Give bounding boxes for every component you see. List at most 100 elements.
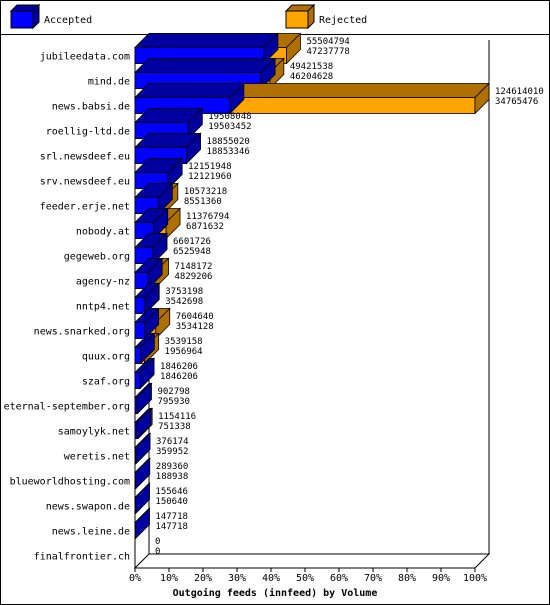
- x-tick-label: 10%: [160, 573, 178, 584]
- category-label: nntp4.net: [76, 302, 130, 313]
- value-label-accepted: 4829206: [175, 272, 213, 282]
- x-tick-label: 90%: [432, 573, 450, 584]
- x-axis-ticks: 0% 10% 20% 30% 40% 50% 60% 70% 80% 90% 100%: [129, 568, 487, 584]
- value-label-accepted: 19503452: [208, 122, 251, 132]
- bar-accepted-weretis-net: [134, 432, 151, 465]
- value-label-accepted: 6525948: [173, 247, 211, 257]
- value-label-offered: 3539158: [165, 337, 203, 347]
- category-label: news.leine.de: [52, 527, 130, 538]
- bar-accepted-quux-org-side: [139, 332, 155, 365]
- bar-accepted-weretis-net-side: [135, 432, 151, 465]
- value-label-offered: 3753198: [165, 287, 203, 297]
- x-tick-label: 100%: [463, 573, 487, 584]
- legend-label-rejected: Rejected: [319, 15, 367, 26]
- value-label-accepted: 3534128: [176, 322, 214, 332]
- category-label: jubileedata.com: [40, 52, 130, 63]
- category-labels: jubileedata.com mind.de news.babsi.de roell…: [4, 52, 130, 563]
- x-tick-label: 40%: [262, 573, 280, 584]
- value-label-accepted: 1956964: [165, 347, 203, 357]
- value-label-accepted: 47237778: [306, 47, 349, 57]
- value-label-offered: 289360: [156, 462, 189, 472]
- bar-rejected-jubileedata-com-side: [286, 32, 301, 65]
- category-label: szaf.org: [82, 377, 130, 388]
- bar-accepted-szaf-org: [134, 357, 156, 390]
- x-tick-label: 70%: [364, 573, 382, 584]
- category-label: samoylyk.net: [58, 427, 130, 438]
- value-label-offered: 147718: [155, 512, 188, 522]
- value-label-accepted: 751338: [158, 422, 191, 432]
- value-label-offered: 18855020: [206, 137, 249, 147]
- category-label: srl.newsdeef.eu: [40, 152, 130, 163]
- category-label: finalfrontier.ch: [34, 552, 130, 563]
- bar-accepted-nntp4-net-side: [144, 282, 160, 315]
- legend-swatch-rejected: [285, 10, 309, 29]
- bar-accepted-jubileedata-com-top: [134, 33, 279, 48]
- value-label-offered: 155646: [155, 487, 188, 497]
- category-label: news.snarked.org: [34, 327, 130, 338]
- category-label: feeder.erje.net: [40, 202, 130, 213]
- x-tick-label: 60%: [330, 573, 348, 584]
- value-label-offered: 7148172: [175, 262, 213, 272]
- category-label: news.babsi.de: [52, 102, 130, 113]
- category-label: weretis.net: [64, 452, 130, 463]
- bar-accepted-samoylyk-net: [134, 407, 153, 440]
- x-tick-label: 80%: [398, 573, 416, 584]
- bar-accepted-blueworldhosting-com: [134, 457, 151, 490]
- bar-accepted-nobody-at: [134, 207, 169, 240]
- value-label-accepted: 188938: [156, 472, 189, 482]
- value-label-offered: 7604640: [176, 312, 214, 322]
- value-label-offered: 902798: [157, 387, 190, 397]
- bar-accepted-news-leine-de-side: [135, 507, 150, 540]
- bar-accepted-szaf-org-side: [139, 357, 155, 390]
- value-label-accepted: 8551360: [184, 197, 222, 207]
- bar-accepted-samoylyk-net-side: [136, 407, 152, 440]
- value-label-accepted: 12121960: [188, 172, 231, 182]
- value-label-accepted: 3542698: [165, 297, 203, 307]
- value-label-offered: 11376794: [186, 212, 229, 222]
- value-label-offered: 376174: [156, 437, 189, 447]
- bar-accepted-news-leine-de: [134, 507, 151, 540]
- category-label: quux.org: [82, 352, 130, 363]
- legend-item-accepted: Accepted: [9, 3, 92, 30]
- value-label-offered: 19508048: [208, 112, 251, 122]
- category-label: news.swapon.de: [46, 502, 130, 513]
- bar-accepted-agency-nz: [134, 257, 164, 290]
- x-tick-label: 30%: [228, 573, 246, 584]
- legend-item-rejected: Rejected: [284, 3, 367, 30]
- value-label-offered: 55504794: [306, 37, 349, 47]
- bar-accepted-news-babsi-de-side: [229, 82, 245, 115]
- category-label: mind.de: [88, 77, 130, 88]
- value-label-offered: 12151948: [188, 162, 231, 172]
- value-label-offered: 49421538: [290, 62, 333, 72]
- value-label-accepted: 1846206: [160, 372, 198, 382]
- x-tick-label: 50%: [296, 573, 314, 584]
- legend: Accepted Rejected: [9, 3, 367, 30]
- bar-accepted-blueworldhosting-com-side: [135, 457, 150, 490]
- value-label-accepted: 34765476: [495, 97, 538, 107]
- bar-accepted-news-babsi-de: [134, 82, 245, 115]
- value-label-accepted: 0: [155, 547, 160, 557]
- category-label: eternal-september.org: [4, 402, 130, 413]
- value-label-offered: 10573218: [184, 187, 227, 197]
- category-label: srv.newsdeef.eu: [40, 177, 130, 188]
- category-label: roellig-ltd.de: [46, 127, 130, 138]
- legend-label-accepted: Accepted: [44, 15, 92, 26]
- x-tick-label: 0%: [129, 573, 141, 584]
- value-label-accepted: 150640: [155, 497, 188, 507]
- category-label: blueworldhosting.com: [10, 477, 130, 488]
- value-label-accepted: 18853346: [206, 147, 249, 157]
- value-label-accepted: 46204628: [290, 72, 333, 82]
- bar-accepted-mind-de-top: [134, 58, 277, 73]
- value-label-accepted: 795930: [157, 397, 190, 407]
- category-label: agency-nz: [76, 277, 130, 288]
- bar-accepted-news-snarked-org: [134, 307, 160, 340]
- bar-accepted-news-swapon-de: [134, 482, 151, 515]
- bar-accepted-eternal-september-org: [134, 382, 153, 415]
- bar-accepted-news-swapon-de-side: [135, 482, 150, 515]
- bar-accepted-news-snarked-org-front: [134, 322, 146, 339]
- bar-accepted-news-snarked-org-side: [144, 307, 160, 340]
- bar-accepted-quux-org-front: [134, 347, 141, 364]
- bar-rejected-news-babsi-de-side: [474, 82, 490, 115]
- bar-accepted-srv-newsdeef-eu: [134, 157, 184, 190]
